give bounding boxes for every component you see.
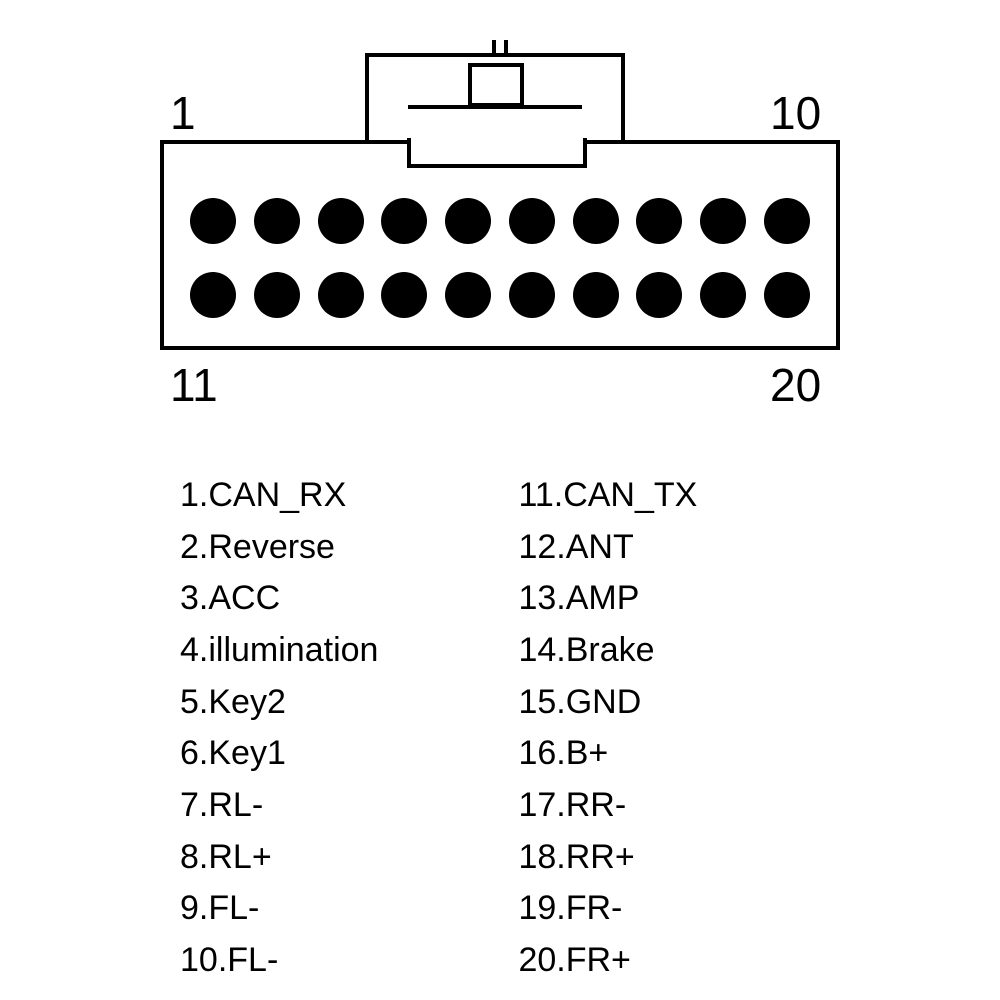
legend-item: 4.illumination [180, 625, 378, 677]
legend-item: 3.ACC [180, 573, 378, 625]
pin [764, 272, 810, 318]
legend-item: 19.FR- [518, 883, 697, 935]
legend-item: 14.Brake [518, 625, 697, 677]
pin [636, 198, 682, 244]
connector-outline [160, 140, 840, 350]
pin-row-2 [190, 272, 810, 318]
pin [764, 198, 810, 244]
legend-item: 8.RL+ [180, 832, 378, 884]
legend-item: 15.GND [518, 677, 697, 729]
corner-label-bottom-right: 20 [770, 358, 821, 412]
legend-column-right: 11.CAN_TX 12.ANT 13.AMP 14.Brake 15.GND … [518, 470, 697, 987]
legend-item: 20.FR+ [518, 935, 697, 987]
pin [445, 272, 491, 318]
legend-item: 11.CAN_TX [518, 470, 697, 522]
pin [509, 198, 555, 244]
pin [190, 198, 236, 244]
pinout-diagram: 1 10 11 20 1.CAN_RX 2.Reverse 3.ACC 4.il… [0, 0, 1000, 1000]
pin [318, 198, 364, 244]
legend-item: 9.FL- [180, 883, 378, 935]
pin [254, 198, 300, 244]
pin-row-1 [190, 198, 810, 244]
pin-legend: 1.CAN_RX 2.Reverse 3.ACC 4.illumination … [180, 470, 697, 987]
pin [700, 198, 746, 244]
pin [573, 272, 619, 318]
legend-item: 10.FL- [180, 935, 378, 987]
pin [381, 198, 427, 244]
legend-item: 12.ANT [518, 522, 697, 574]
corner-label-top-right: 10 [770, 86, 821, 140]
legend-item: 7.RL- [180, 780, 378, 832]
pin [509, 272, 555, 318]
legend-item: 16.B+ [518, 728, 697, 780]
pin [190, 272, 236, 318]
legend-column-left: 1.CAN_RX 2.Reverse 3.ACC 4.illumination … [180, 470, 378, 987]
notch-mask [407, 138, 587, 146]
pin [254, 272, 300, 318]
pin [318, 272, 364, 318]
pin [381, 272, 427, 318]
corner-label-bottom-left: 11 [170, 358, 218, 412]
legend-item: 5.Key2 [180, 677, 378, 729]
clip-post [468, 63, 524, 107]
legend-item: 2.Reverse [180, 522, 378, 574]
notch-bottom [407, 164, 587, 168]
legend-item: 18.RR+ [518, 832, 697, 884]
legend-item: 6.Key1 [180, 728, 378, 780]
legend-item: 17.RR- [518, 780, 697, 832]
legend-item: 13.AMP [518, 573, 697, 625]
pin [573, 198, 619, 244]
legend-item: 1.CAN_RX [180, 470, 378, 522]
corner-label-top-left: 1 [170, 86, 196, 140]
pin [700, 272, 746, 318]
pin [636, 272, 682, 318]
pin [445, 198, 491, 244]
